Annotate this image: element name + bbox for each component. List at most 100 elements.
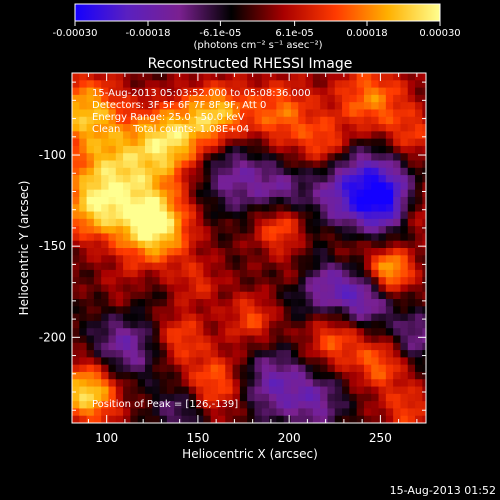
heatmap-cell — [72, 291, 80, 300]
heatmap-cell — [225, 379, 234, 388]
heatmap-cell — [349, 145, 358, 154]
heatmap-cell — [276, 138, 285, 147]
heatmap-cell — [363, 226, 372, 235]
heatmap-cell — [210, 371, 219, 380]
heatmap-cell — [356, 182, 365, 191]
heatmap-cell — [261, 204, 270, 213]
heatmap-cell — [378, 138, 387, 147]
heatmap-cell — [188, 262, 197, 271]
heatmap-cell — [152, 138, 161, 147]
heatmap-cell — [174, 284, 183, 293]
heatmap-cell — [327, 94, 336, 103]
heatmap-cell — [93, 284, 102, 293]
heatmap-cell — [174, 386, 183, 395]
heatmap-cell — [415, 182, 423, 191]
heatmap-cell — [407, 153, 416, 162]
heatmap-cell — [269, 109, 277, 118]
heatmap-cell — [86, 299, 95, 307]
heatmap-cell — [276, 73, 285, 81]
heatmap-cell — [130, 313, 139, 322]
heatmap-cell — [363, 189, 372, 198]
heatmap-cell — [152, 80, 161, 89]
heatmap-cell — [305, 342, 314, 351]
heatmap-cell — [400, 255, 409, 264]
heatmap-cell — [320, 116, 329, 125]
heatmap-cell — [290, 124, 299, 132]
heatmap-cell — [72, 386, 80, 395]
heatmap-cell — [320, 379, 329, 388]
heatmap-cell — [159, 102, 168, 111]
heatmap-cell — [217, 335, 226, 344]
heatmap-cell — [371, 109, 380, 118]
heatmap-cell — [371, 218, 380, 227]
heatmap-cell — [166, 226, 175, 235]
heatmap-cell — [79, 218, 88, 227]
heatmap-cell — [276, 80, 285, 89]
heatmap-cell — [108, 218, 117, 227]
heatmap-cell — [320, 94, 329, 103]
heatmap-cell — [356, 218, 365, 227]
heatmap-cell — [159, 269, 168, 278]
heatmap-cell — [152, 262, 161, 271]
heatmap-cell — [188, 138, 197, 147]
heatmap-cell — [108, 269, 117, 278]
heatmap-cell — [378, 182, 387, 191]
heatmap-cell — [298, 335, 307, 344]
heatmap-cell — [203, 255, 212, 264]
footer-timestamp: 15-Aug-2013 01:52 — [390, 484, 496, 497]
heatmap-cell — [290, 182, 299, 191]
heatmap-cell — [342, 313, 350, 322]
heatmap-cell — [371, 87, 380, 96]
heatmap-cell — [393, 211, 402, 220]
heatmap-cell — [93, 277, 102, 286]
heatmap-cell — [115, 226, 124, 235]
heatmap-cell — [371, 262, 380, 271]
heatmap-cell — [196, 248, 204, 256]
heatmap-cell — [290, 255, 299, 264]
heatmap-cell — [225, 313, 234, 322]
heatmap-cell — [210, 218, 219, 227]
heatmap-cell — [334, 386, 343, 395]
heatmap-cell — [130, 262, 139, 271]
heatmap-cell — [79, 94, 88, 103]
heatmap-cell — [290, 386, 299, 395]
heatmap-cell — [305, 262, 314, 271]
heatmap-cell — [363, 248, 372, 256]
heatmap-cell — [115, 182, 124, 191]
heatmap-cell — [342, 116, 350, 125]
heatmap-cell — [181, 233, 190, 242]
heatmap-cell — [101, 240, 110, 249]
heatmap-cell — [174, 167, 183, 176]
heatmap-cell — [101, 116, 110, 125]
heatmap-cell — [225, 386, 234, 395]
heatmap-cell — [101, 269, 110, 278]
heatmap-cell — [349, 299, 358, 307]
heatmap-cell — [334, 153, 343, 162]
heatmap-cell — [320, 255, 329, 264]
heatmap-cell — [108, 116, 117, 125]
heatmap-cell — [371, 240, 380, 249]
heatmap-cell — [298, 379, 307, 388]
heatmap-cell — [298, 204, 307, 213]
heatmap-cell — [261, 160, 270, 169]
heatmap-cell — [298, 401, 307, 410]
heatmap-cell — [196, 269, 204, 278]
heatmap-cell — [217, 277, 226, 286]
heatmap-cell — [385, 386, 394, 395]
heatmap-cell — [305, 277, 314, 286]
heatmap-cell — [385, 160, 394, 169]
heatmap-cell — [93, 94, 102, 103]
heatmap-cell — [422, 371, 426, 380]
heatmap-cell — [174, 73, 183, 81]
heatmap-cell — [305, 357, 314, 366]
heatmap-cell — [342, 87, 350, 96]
heatmap-cell — [247, 102, 256, 111]
heatmap-cell — [232, 189, 241, 198]
heatmap-cell — [130, 233, 139, 242]
heatmap-cell — [247, 284, 256, 293]
heatmap-cell — [72, 328, 80, 337]
heatmap-cell — [232, 153, 241, 162]
heatmap-cell — [305, 102, 314, 111]
heatmap-cell — [378, 94, 387, 103]
heatmap-cell — [371, 320, 380, 329]
